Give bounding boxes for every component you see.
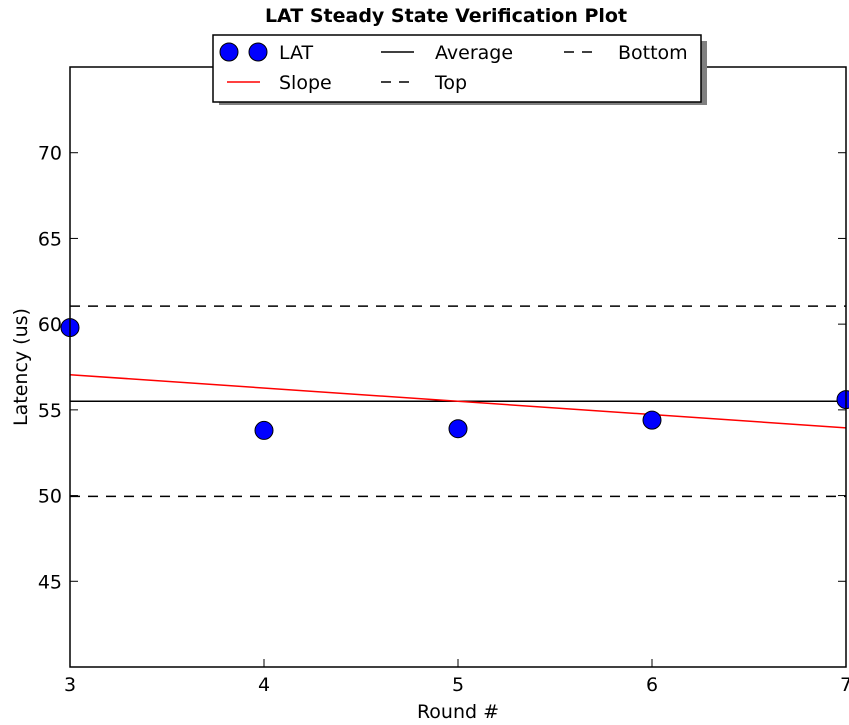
y-axis-label: Latency (us) (10, 308, 32, 426)
y-tick-label: 50 (38, 486, 62, 508)
x-tick-label: 7 (840, 674, 849, 696)
legend-label-top: Top (434, 72, 467, 94)
x-tick-label: 3 (64, 674, 76, 696)
x-axis-label: Round # (417, 701, 499, 723)
legend: LAT Slope Average Top Bottom (212, 34, 707, 105)
y-tick-label: 65 (38, 228, 62, 250)
legend-label-average: Average (435, 42, 513, 64)
y-axis-ticks: 45 50 55 60 65 70 (38, 143, 846, 593)
legend-label-bottom: Bottom (618, 42, 688, 64)
x-tick-label: 6 (646, 674, 658, 696)
x-tick-label: 4 (258, 674, 270, 696)
y-tick-label: 45 (38, 571, 62, 593)
legend-label-slope: Slope (279, 72, 332, 94)
plot-area (70, 67, 846, 667)
legend-lat-marker-1 (219, 42, 239, 62)
lat-point (448, 419, 468, 439)
y-tick-label: 70 (38, 143, 62, 165)
lat-point (642, 410, 662, 430)
slope-line (69, 373, 847, 429)
chart-title: LAT Steady State Verification Plot (265, 5, 627, 27)
lat-point (254, 420, 274, 440)
series-layer (60, 305, 849, 498)
y-tick-label: 55 (38, 400, 62, 422)
y-tick-label: 60 (38, 314, 62, 336)
legend-box (212, 34, 702, 103)
x-tick-label: 5 (452, 674, 464, 696)
legend-label-lat: LAT (279, 42, 314, 64)
legend-lat-marker-2 (248, 42, 268, 62)
